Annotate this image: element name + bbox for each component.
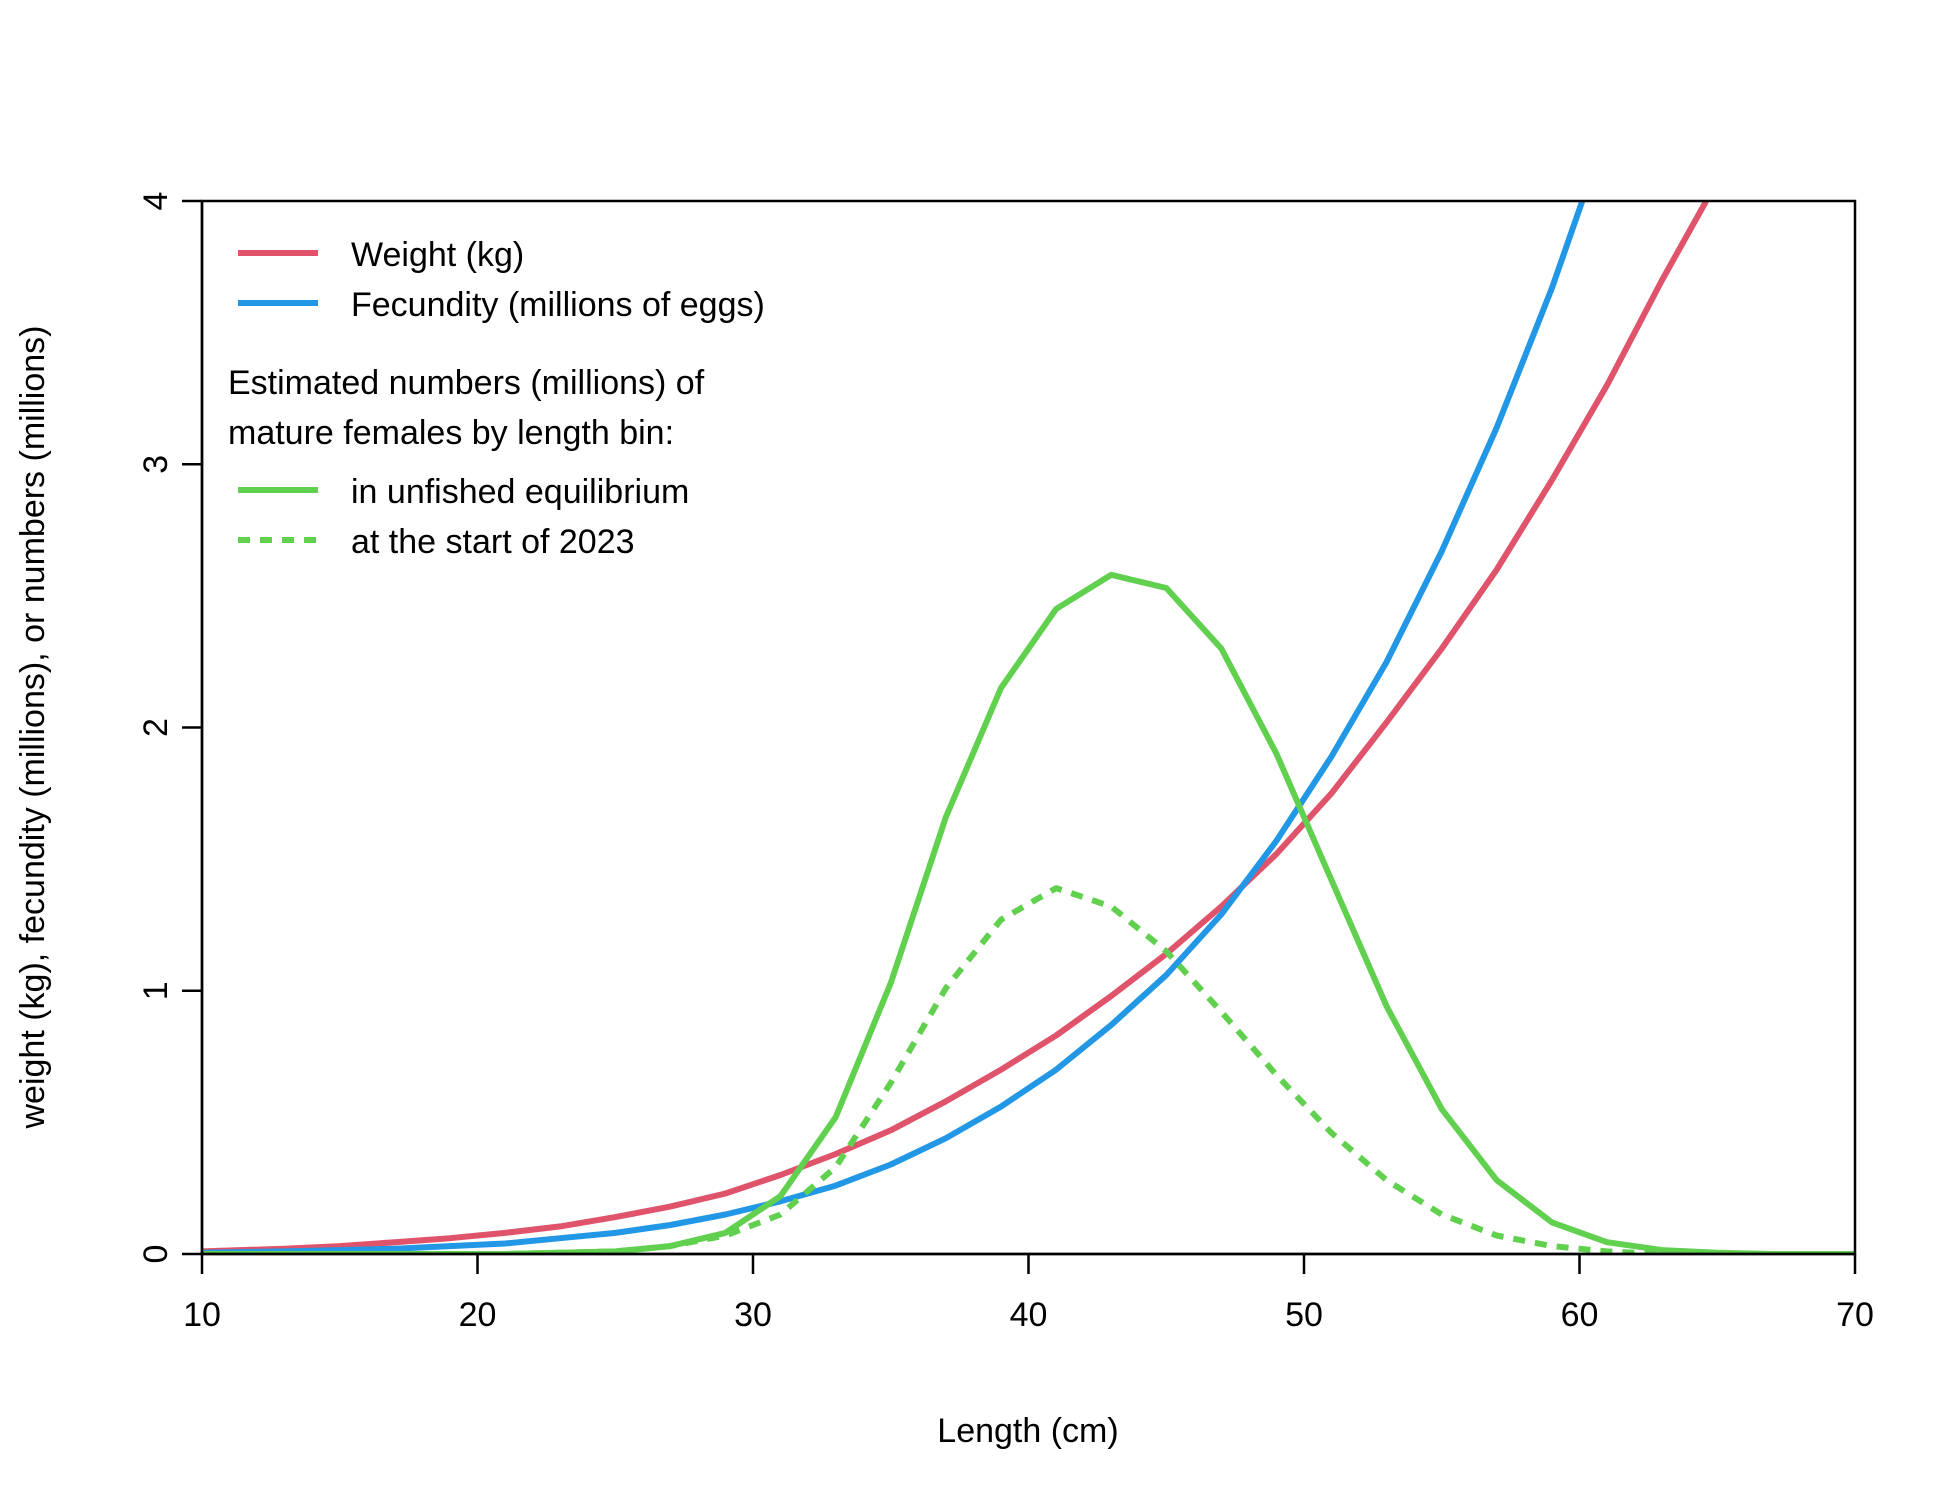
x-axis-label: Length (cm) (937, 1412, 1118, 1450)
legend-label-start2023: at the start of 2023 (351, 523, 635, 561)
y-axis-label: weight (kg), fecundity (millions), or nu… (14, 325, 52, 1129)
x-tick-label: 10 (183, 1296, 221, 1334)
y-axis: 0 1 2 3 4 (137, 192, 204, 1264)
y-tick-label: 4 (137, 192, 175, 211)
x-tick-label: 20 (459, 1296, 497, 1334)
series-layer (202, 201, 1855, 1254)
series-line-start2023 (202, 885, 1663, 1254)
y-tick-label: 1 (137, 981, 175, 1000)
x-axis: 10 20 30 40 50 60 70 (183, 1252, 1874, 1334)
x-tick-label: 70 (1836, 1296, 1874, 1334)
legend-label-unfished: in unfished equilibrium (351, 473, 689, 511)
x-tick-label: 50 (1285, 1296, 1323, 1334)
series-line-fecundity (202, 201, 1586, 1254)
plot-frame (200, 199, 1857, 1256)
legend-label-weight: Weight (kg) (351, 236, 524, 274)
x-tick-label: 40 (1010, 1296, 1048, 1334)
x-tick-label: 30 (734, 1296, 772, 1334)
legend-subtitle-line-1: Estimated numbers (millions) of (228, 364, 705, 402)
x-tick-label: 60 (1561, 1296, 1599, 1334)
y-tick-label: 2 (137, 718, 175, 737)
legend-label-fecundity: Fecundity (millions of eggs) (351, 286, 765, 324)
series-line-weight (202, 201, 1709, 1254)
y-tick-label: 0 (137, 1245, 175, 1264)
y-tick-label: 3 (137, 455, 175, 474)
series-line-unfished (202, 571, 1855, 1254)
legend-subtitle-line-2: mature females by length bin: (228, 414, 674, 452)
legend: Weight (kg) Fecundity (millions of eggs)… (228, 236, 765, 561)
